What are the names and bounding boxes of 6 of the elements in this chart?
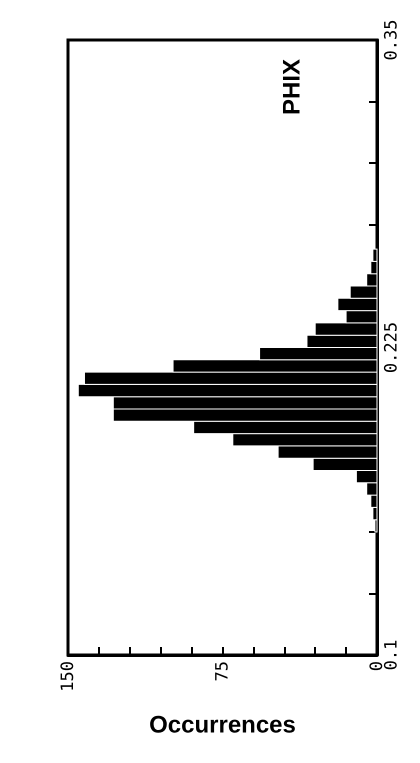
x-tick-label: 150 — [58, 661, 78, 692]
text: PHIX — [278, 58, 306, 115]
x-axis-title: Occurrences — [149, 712, 296, 738]
y-tick-label: 0.35 — [382, 20, 402, 60]
y-tick-label: 0.225 — [382, 322, 402, 374]
x-tick-label: 75 — [212, 661, 232, 682]
